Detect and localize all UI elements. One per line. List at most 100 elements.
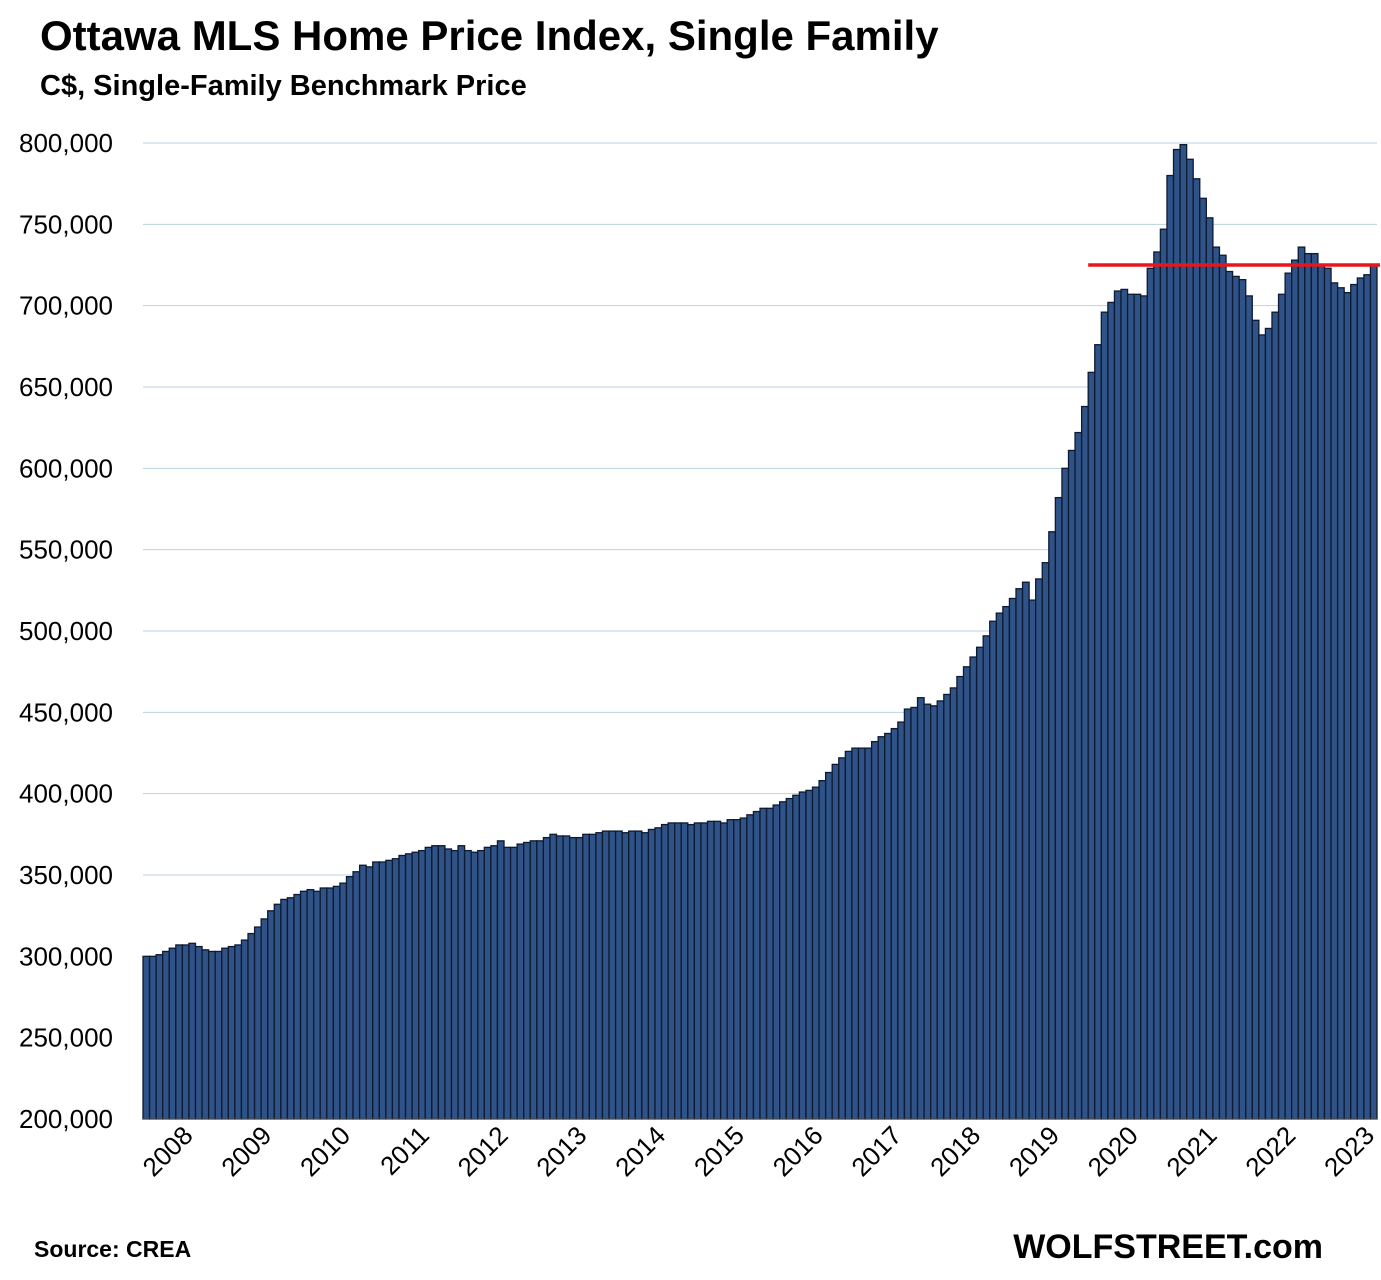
y-tick-label: 250,000 xyxy=(19,1023,113,1053)
bar xyxy=(313,890,321,1120)
bar xyxy=(733,819,741,1120)
bar xyxy=(293,893,302,1120)
bar xyxy=(1107,301,1116,1120)
bar xyxy=(1179,143,1188,1120)
bar xyxy=(890,727,899,1120)
bar xyxy=(1336,287,1345,1120)
x-tick-label: 2008 xyxy=(137,1120,199,1182)
bar xyxy=(332,885,341,1120)
bar xyxy=(870,740,879,1120)
bar xyxy=(201,949,210,1120)
bar xyxy=(378,861,387,1120)
y-tick-label: 550,000 xyxy=(19,535,113,565)
bar xyxy=(536,840,545,1120)
x-tick-label: 2019 xyxy=(1003,1120,1065,1182)
bar xyxy=(818,780,827,1120)
bar xyxy=(470,851,479,1120)
x-tick-label: 2009 xyxy=(215,1120,277,1182)
bar xyxy=(811,786,820,1120)
bar xyxy=(884,732,892,1120)
bar xyxy=(509,846,518,1120)
bar xyxy=(181,944,190,1120)
x-tick-label: 2012 xyxy=(452,1120,514,1182)
bar xyxy=(1153,251,1162,1120)
bar xyxy=(943,693,951,1120)
bar xyxy=(779,801,787,1120)
bar xyxy=(286,897,295,1120)
y-tick-label: 350,000 xyxy=(19,860,113,890)
bar xyxy=(713,820,722,1120)
bar xyxy=(1238,278,1247,1120)
y-tick-label: 700,000 xyxy=(19,291,113,321)
x-tick-label: 2014 xyxy=(609,1120,671,1182)
bar xyxy=(923,703,932,1120)
bar xyxy=(1356,277,1365,1120)
bar xyxy=(162,950,170,1120)
bar xyxy=(404,853,413,1120)
bar xyxy=(674,822,682,1120)
bar xyxy=(273,903,282,1120)
bar xyxy=(1323,267,1332,1120)
bar xyxy=(490,845,499,1120)
y-axis: 200,000 250,000 300,000 350,000 400,000 450,0… xyxy=(19,128,113,1134)
bar xyxy=(700,822,709,1120)
bar xyxy=(910,706,919,1120)
bar xyxy=(385,859,394,1120)
bar xyxy=(221,947,229,1120)
y-tick-label: 400,000 xyxy=(19,779,113,809)
bar xyxy=(614,830,623,1120)
bar xyxy=(1140,295,1148,1120)
bar xyxy=(903,708,912,1120)
bar xyxy=(352,871,361,1120)
bar xyxy=(1172,148,1181,1120)
brand-logo-text: WOLFSTREET.com xyxy=(1013,1228,1323,1266)
bar xyxy=(1271,311,1280,1120)
bar xyxy=(175,944,184,1120)
bar xyxy=(575,836,584,1120)
bar xyxy=(989,620,997,1120)
bar xyxy=(240,939,249,1120)
bar xyxy=(398,854,407,1120)
bar xyxy=(1264,327,1273,1120)
bar xyxy=(621,832,630,1120)
x-tick-label: 2016 xyxy=(767,1120,829,1182)
bar xyxy=(1317,264,1326,1120)
bar xyxy=(897,721,906,1120)
bar xyxy=(1199,197,1207,1120)
bar xyxy=(306,888,315,1120)
bar xyxy=(687,823,696,1120)
bar xyxy=(1231,275,1240,1120)
y-tick-label: 600,000 xyxy=(19,453,113,483)
bar xyxy=(936,700,945,1120)
bar xyxy=(792,794,801,1120)
bar xyxy=(680,822,689,1120)
bar xyxy=(660,823,669,1120)
y-tick-label: 800,000 xyxy=(19,128,113,158)
bar xyxy=(1192,178,1201,1120)
bar xyxy=(634,830,643,1120)
bar xyxy=(142,955,151,1120)
bar xyxy=(1369,264,1378,1120)
bar xyxy=(529,840,538,1120)
bar xyxy=(345,875,354,1120)
bar xyxy=(1113,290,1122,1120)
bar xyxy=(844,750,853,1120)
bar xyxy=(457,845,466,1120)
bar xyxy=(418,849,426,1120)
x-tick-label: 2018 xyxy=(924,1120,986,1182)
bar xyxy=(588,833,597,1120)
bar xyxy=(516,843,525,1120)
bar xyxy=(693,822,702,1120)
y-tick-label: 300,000 xyxy=(19,941,113,971)
bar xyxy=(207,950,216,1120)
bar xyxy=(772,804,781,1120)
bar xyxy=(1304,252,1313,1120)
x-tick-label: 2017 xyxy=(845,1120,907,1182)
bar xyxy=(1133,293,1142,1120)
bar xyxy=(805,789,814,1120)
x-tick-label: 2011 xyxy=(374,1120,435,1181)
bar xyxy=(838,757,846,1120)
bar xyxy=(562,835,571,1120)
bar-series xyxy=(142,143,1378,1120)
x-tick-label: 2020 xyxy=(1082,1120,1144,1182)
